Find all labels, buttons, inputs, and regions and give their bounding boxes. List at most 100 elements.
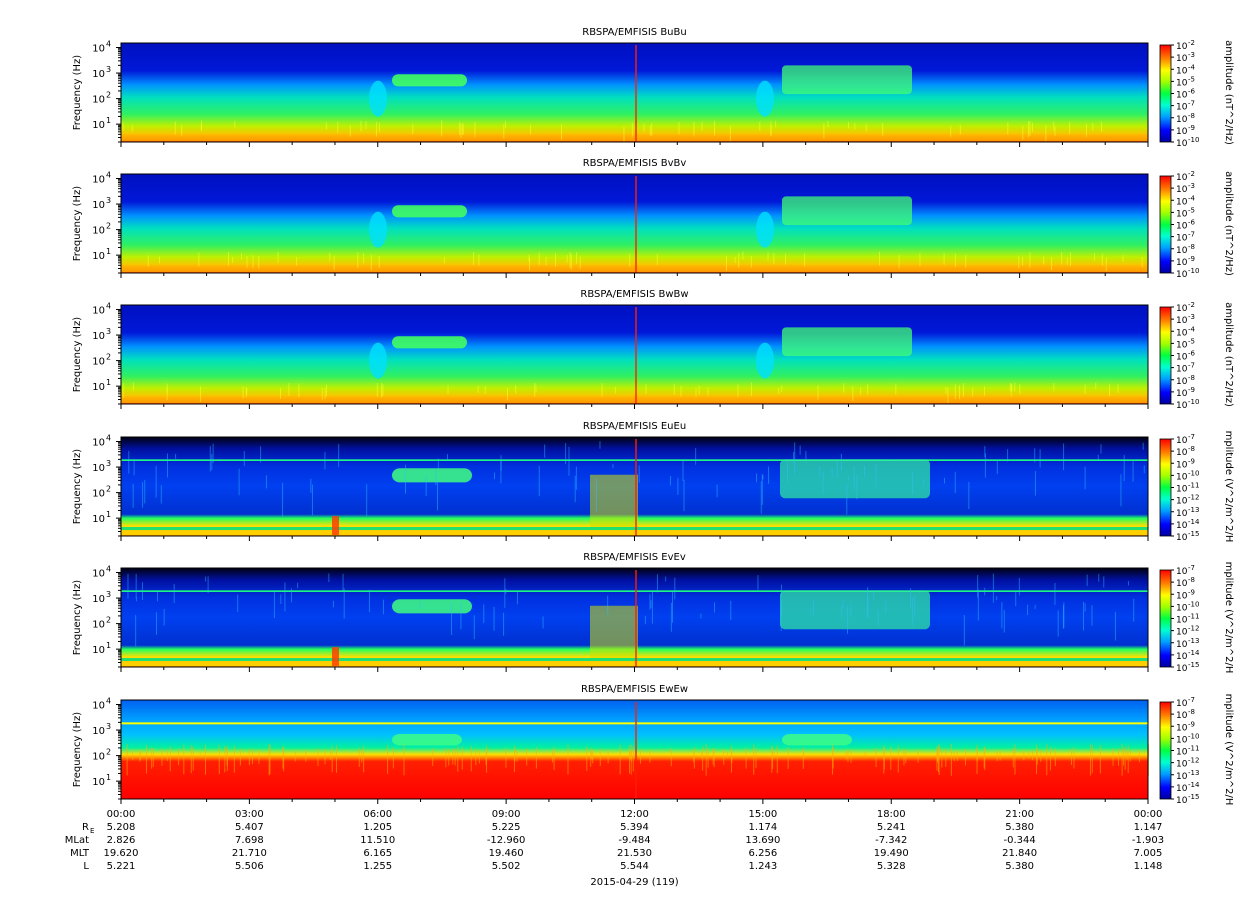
ephemeris-value: 6.165 — [363, 848, 392, 859]
colorbar-tick-label: 10 — [1176, 234, 1188, 244]
y-tick-label: 10 — [92, 568, 105, 579]
y-tick-label: 10 — [92, 200, 105, 211]
colorbar-tick-exponent: -7 — [1188, 564, 1195, 572]
colorbar-tick-exponent: -6 — [1188, 88, 1196, 96]
colorbar-tick-exponent: -6 — [1188, 350, 1196, 358]
colorbar-tick-exponent: -12 — [1188, 625, 1199, 633]
colorbar-tick-label: 10 — [1176, 139, 1188, 149]
colorbar-tick-label: 10 — [1176, 103, 1188, 113]
y-tick-label: 10 — [92, 514, 105, 525]
ephemeris-value: 5.380 — [1005, 822, 1034, 833]
y-tick-label: 10 — [92, 331, 105, 342]
y-tick-label: 10 — [92, 305, 105, 316]
colorbar — [1159, 438, 1172, 537]
colorbar-tick-exponent: -7 — [1188, 433, 1195, 441]
colorbar-tick-exponent: -10 — [1188, 469, 1199, 477]
colorbar-label: amplitude (nT^2/Hz) — [1223, 171, 1234, 276]
colorbar-tick-exponent: -10 — [1188, 267, 1199, 275]
colorbar-tick-label: 10 — [1176, 760, 1188, 770]
x-tick-label: 12:00 — [620, 809, 649, 820]
spectrogram-features — [121, 307, 1148, 404]
panel-title: RBSPA/EMFISIS BvBv — [583, 158, 687, 169]
colorbar-label: amplitude (nT^2/Hz) — [1223, 302, 1234, 407]
colorbar-tick-exponent: -9 — [1188, 588, 1195, 596]
colorbar-tick-exponent: -5 — [1188, 337, 1195, 345]
ephemeris-value: 5.394 — [620, 822, 649, 833]
colorbar-tick-exponent: -14 — [1188, 518, 1200, 526]
colorbar-tick-label: 10 — [1176, 772, 1188, 782]
colorbar-tick-label: 10 — [1176, 628, 1188, 638]
spectrogram-image — [121, 174, 1148, 273]
ephemeris-value: 5.241 — [877, 822, 906, 833]
colorbar — [1159, 569, 1172, 668]
colorbar-tick-exponent: -6 — [1188, 219, 1196, 227]
y-axis-label: Frequency (Hz) — [72, 317, 83, 393]
y-tick-exponent: 4 — [106, 564, 111, 573]
colorbar-tick-exponent: -8 — [1188, 576, 1195, 584]
colorbar-tick-label: 10 — [1176, 389, 1188, 399]
x-tick-label: 06:00 — [363, 809, 392, 820]
ephemeris-label: L — [83, 861, 89, 872]
ephemeris-value: -7.342 — [875, 835, 907, 846]
y-tick-exponent: 4 — [106, 170, 111, 179]
colorbar-tick-label: 10 — [1176, 54, 1188, 64]
colorbar-tick-label: 10 — [1176, 509, 1188, 519]
ephemeris-value: 6.256 — [749, 848, 778, 859]
colorbar-tick-label: 10 — [1176, 723, 1188, 733]
y-tick-exponent: 1 — [106, 247, 111, 256]
colorbar-tick-exponent: -8 — [1188, 445, 1195, 453]
colorbar-tick-exponent: -7 — [1188, 362, 1195, 370]
ephemeris-value: 5.506 — [235, 861, 264, 872]
colorbar-tick-exponent: -9 — [1188, 386, 1195, 394]
y-tick-exponent: 4 — [106, 301, 111, 310]
y-tick-label: 10 — [92, 620, 105, 631]
y-tick-exponent: 2 — [106, 222, 111, 231]
ephemeris-value: -12.960 — [487, 835, 526, 846]
colorbar-tick-exponent: -13 — [1188, 637, 1199, 645]
y-tick-exponent: 4 — [106, 433, 111, 442]
colorbar-tick-label: 10 — [1176, 365, 1188, 375]
ephemeris-value: 1.148 — [1134, 861, 1163, 872]
spectrogram-image — [121, 305, 1148, 404]
colorbar-tick-label: 10 — [1176, 591, 1188, 601]
bottom-axis: 00:00 03:00 06:00 09:00 12:00 15:00 18:00 21:00… — [65, 809, 1164, 888]
ephemeris-label-subscript: E — [90, 827, 94, 835]
colorbar-tick-label: 10 — [1176, 616, 1188, 626]
colorbar-tick-exponent: -14 — [1188, 649, 1200, 657]
y-tick-label: 10 — [92, 382, 105, 393]
colorbar-tick-exponent: -3 — [1188, 182, 1195, 190]
ephemeris-value: 21.710 — [232, 848, 267, 859]
x-tick-label: 09:00 — [492, 809, 521, 820]
ephemeris-value: 1.243 — [749, 861, 778, 872]
colorbar-tick-label: 10 — [1176, 472, 1188, 482]
colorbar-tick-label: 10 — [1176, 258, 1188, 268]
colorbar-tick-label: 10 — [1176, 567, 1188, 577]
y-tick-label: 10 — [92, 120, 105, 131]
y-tick-exponent: 2 — [106, 748, 111, 757]
colorbar-tick-exponent: -8 — [1188, 374, 1195, 382]
x-tick-label: 03:00 — [235, 809, 264, 820]
y-tick-exponent: 2 — [106, 353, 111, 362]
panel-title: RBSPA/EMFISIS BuBu — [582, 27, 686, 38]
y-tick-label: 10 — [92, 174, 105, 185]
colorbar-label: mplitude (V^2/m^2/H — [1223, 431, 1234, 543]
colorbar-tick-label: 10 — [1176, 353, 1188, 363]
y-axis-label: Frequency (Hz) — [72, 712, 83, 788]
colorbar-tick-exponent: -15 — [1188, 793, 1199, 801]
colorbar — [1159, 175, 1172, 274]
panel-title: RBSPA/EMFISIS EwEw — [581, 684, 688, 695]
colorbar-tick-label: 10 — [1176, 173, 1188, 183]
colorbar-label: mplitude (V^2/m^2/H — [1223, 562, 1234, 674]
y-tick-label: 10 — [92, 594, 105, 605]
colorbar-tick-label: 10 — [1176, 185, 1188, 195]
colorbar-tick-label: 10 — [1176, 784, 1188, 794]
ephemeris-value: 2.826 — [107, 835, 136, 846]
y-tick-exponent: 1 — [106, 641, 111, 650]
y-tick-label: 10 — [92, 700, 105, 711]
colorbar-tick-label: 10 — [1176, 209, 1188, 219]
ephemeris-value: 19.620 — [104, 848, 139, 859]
spectrogram-features — [121, 176, 1148, 273]
